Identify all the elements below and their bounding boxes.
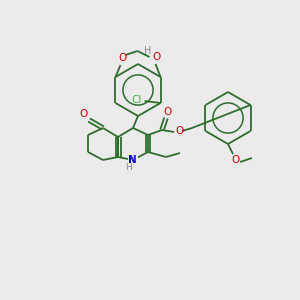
Text: N: N [129,155,137,165]
Text: H: H [144,46,151,56]
Text: N: N [128,155,136,165]
Text: O: O [118,53,127,63]
Text: O: O [152,52,160,62]
Text: O: O [232,155,240,165]
Text: H: H [126,164,132,172]
Text: Cl: Cl [131,95,142,105]
Text: O: O [175,126,183,136]
Text: O: O [164,107,172,117]
Text: O: O [79,109,87,119]
